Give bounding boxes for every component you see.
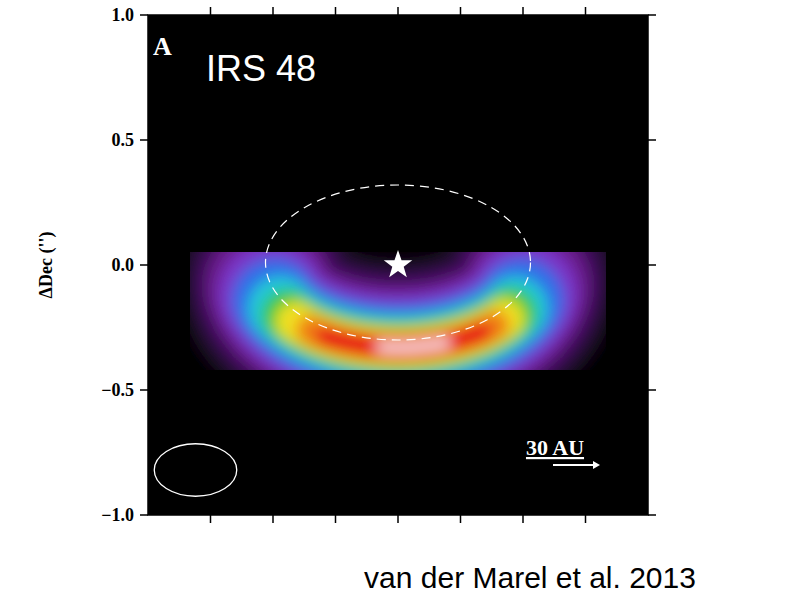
scale-bar-arrow <box>593 461 600 469</box>
caption: van der Marel et al. 2013 <box>364 561 696 594</box>
x-tick <box>585 515 587 523</box>
x-tick <box>210 515 212 523</box>
figure: 30 AU A IRS 48 1.0 0.5 0.0 −0.5 −1.0 ΔDec ('') va… <box>0 0 801 609</box>
emission-level <box>268 274 528 347</box>
x-tick <box>460 7 462 15</box>
x-tick <box>397 7 399 15</box>
y-tick-label: 0.5 <box>112 130 135 150</box>
y-tick-label: −0.5 <box>101 380 134 400</box>
x-tick <box>522 515 524 523</box>
frame <box>148 15 648 515</box>
x-tick <box>335 515 337 523</box>
y-tick <box>140 14 148 16</box>
y-tick <box>140 514 148 516</box>
title: IRS 48 <box>206 48 316 89</box>
plot-background <box>148 15 648 515</box>
x-tick <box>397 515 399 523</box>
y-tick-label: −1.0 <box>101 505 134 525</box>
beam <box>154 444 237 497</box>
emission-level <box>268 286 527 348</box>
plot-area <box>154 185 600 496</box>
x-tick <box>335 7 337 15</box>
y-tick <box>140 389 148 391</box>
y-tick <box>648 389 656 391</box>
y-tick <box>648 264 656 266</box>
emission-level <box>296 319 505 348</box>
title-box <box>198 30 358 96</box>
x-tick <box>210 7 212 15</box>
scale-bar-label: 30 AU <box>526 435 584 460</box>
emission <box>268 274 528 347</box>
y-tick <box>140 139 148 141</box>
y-tick <box>648 514 656 516</box>
y-tick-label: 0.0 <box>112 255 135 275</box>
x-tick <box>460 515 462 523</box>
y-tick <box>648 139 656 141</box>
emission-level <box>380 343 447 348</box>
star <box>384 250 413 277</box>
ring-ellipse <box>266 185 531 340</box>
y-tick-label: 1.0 <box>112 5 135 25</box>
x-tick <box>585 7 587 15</box>
x-tick <box>522 7 524 15</box>
panel-letter: A <box>153 32 172 61</box>
scale-bar <box>553 464 593 466</box>
y-axis-title: ΔDec ('') <box>36 232 57 299</box>
y-tick <box>140 264 148 266</box>
y-tick <box>648 14 656 16</box>
x-tick <box>272 7 274 15</box>
emission-level <box>288 314 511 348</box>
x-tick <box>272 515 274 523</box>
emission-level <box>280 309 516 348</box>
emission-level <box>268 280 528 348</box>
